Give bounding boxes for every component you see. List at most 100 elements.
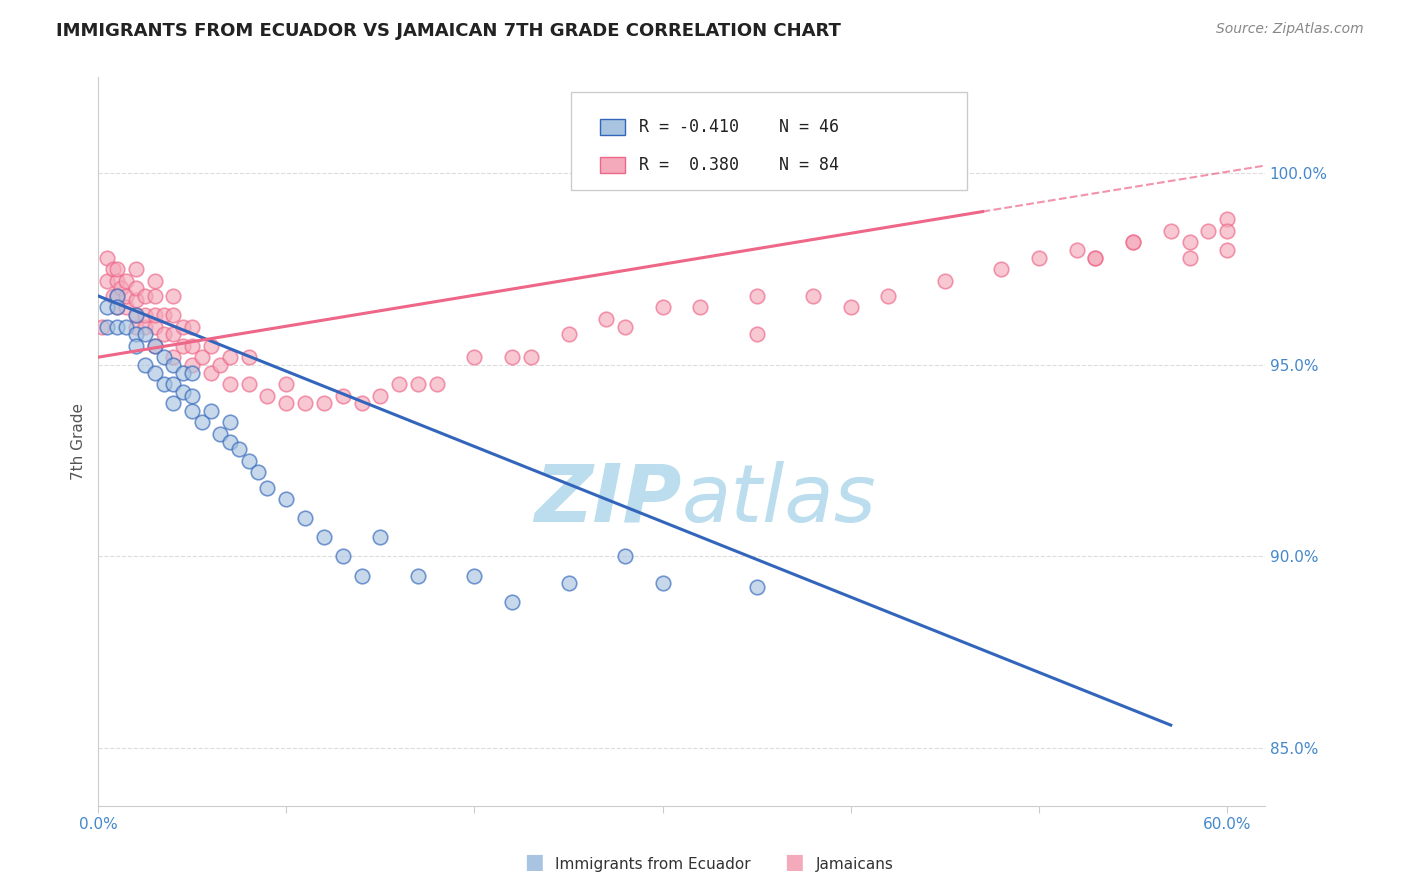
Point	[426, 377, 449, 392]
Point	[1160, 825, 1182, 839]
Point	[1216, 243, 1239, 257]
Point	[1122, 235, 1144, 250]
Text: Immigrants from Ecuador: Immigrants from Ecuador	[555, 857, 751, 872]
Point	[172, 339, 194, 353]
Point	[238, 377, 260, 392]
Point	[105, 319, 128, 334]
Point	[463, 568, 485, 582]
Point	[1216, 224, 1239, 238]
Point	[332, 549, 354, 564]
Point	[218, 434, 240, 449]
Point	[1197, 224, 1219, 238]
Point	[153, 377, 176, 392]
FancyBboxPatch shape	[600, 157, 626, 173]
Point	[153, 350, 176, 364]
Point	[125, 308, 148, 322]
Point	[153, 327, 176, 342]
Point	[90, 319, 112, 334]
Point	[745, 580, 768, 594]
Point	[520, 350, 543, 364]
Point	[614, 549, 637, 564]
Point	[276, 377, 298, 392]
Point	[614, 319, 637, 334]
Point	[595, 311, 617, 326]
Point	[162, 289, 184, 303]
Point	[105, 289, 128, 303]
Point	[143, 289, 166, 303]
Point	[1084, 251, 1107, 265]
Point	[294, 396, 316, 410]
Text: atlas: atlas	[682, 461, 876, 539]
Point	[105, 274, 128, 288]
Point	[1178, 235, 1201, 250]
Point	[370, 388, 392, 402]
Point	[209, 426, 232, 441]
Point	[1066, 243, 1088, 257]
Point	[1028, 251, 1050, 265]
Point	[1160, 224, 1182, 238]
Point	[276, 396, 298, 410]
Point	[256, 388, 278, 402]
Point	[162, 358, 184, 372]
Point	[143, 319, 166, 334]
FancyBboxPatch shape	[600, 119, 626, 135]
Point	[105, 262, 128, 277]
Point	[406, 377, 429, 392]
Point	[162, 308, 184, 322]
Point	[181, 319, 204, 334]
Text: ZIP: ZIP	[534, 461, 682, 539]
Point	[125, 327, 148, 342]
Point	[312, 396, 335, 410]
Point	[134, 308, 156, 322]
Point	[501, 350, 523, 364]
Point	[312, 530, 335, 544]
Point	[276, 491, 298, 506]
Point	[105, 289, 128, 303]
Text: R =  0.380    N = 84: R = 0.380 N = 84	[640, 155, 839, 174]
Point	[256, 481, 278, 495]
Point	[406, 568, 429, 582]
Point	[181, 404, 204, 418]
FancyBboxPatch shape	[571, 92, 967, 190]
Point	[96, 301, 118, 315]
Point	[172, 366, 194, 380]
Point	[218, 415, 240, 429]
Text: ■: ■	[524, 853, 544, 872]
Point	[162, 350, 184, 364]
Point	[801, 289, 824, 303]
Text: Source: ZipAtlas.com: Source: ZipAtlas.com	[1216, 22, 1364, 37]
Point	[115, 289, 138, 303]
Point	[96, 251, 118, 265]
Point	[350, 568, 373, 582]
Point	[125, 339, 148, 353]
Point	[181, 339, 204, 353]
Point	[181, 358, 204, 372]
Point	[96, 274, 118, 288]
Point	[689, 301, 711, 315]
Point	[370, 530, 392, 544]
Point	[101, 289, 124, 303]
Point	[228, 442, 250, 457]
Point	[172, 319, 194, 334]
Point	[238, 453, 260, 467]
Point	[218, 350, 240, 364]
Point	[96, 319, 118, 334]
Point	[125, 262, 148, 277]
Point	[143, 308, 166, 322]
Point	[557, 327, 579, 342]
Point	[200, 366, 222, 380]
Point	[332, 388, 354, 402]
Point	[134, 327, 156, 342]
Point	[238, 350, 260, 364]
Point	[557, 576, 579, 591]
Point	[143, 366, 166, 380]
Point	[651, 576, 673, 591]
Point	[162, 327, 184, 342]
Point	[125, 293, 148, 307]
Point	[839, 301, 862, 315]
Point	[143, 339, 166, 353]
Point	[190, 350, 212, 364]
Point	[190, 415, 212, 429]
Point	[125, 281, 148, 295]
Point	[934, 274, 956, 288]
